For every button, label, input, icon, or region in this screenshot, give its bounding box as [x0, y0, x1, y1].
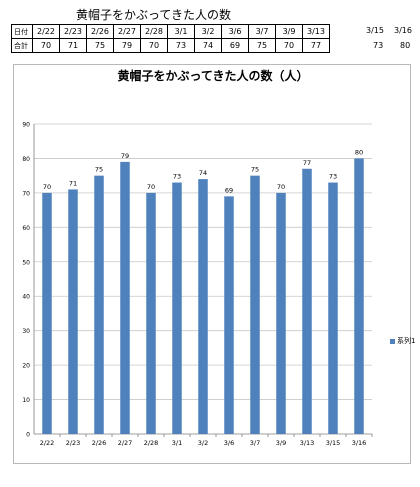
bar	[302, 168, 312, 434]
data-label: 71	[69, 179, 77, 187]
data-label: 77	[303, 159, 311, 167]
data-label: 73	[329, 173, 337, 181]
bar	[146, 192, 156, 434]
data-label: 80	[355, 148, 363, 156]
summary-table: 日付 2/22 2/23 2/26 2/27 2/28 3/1 3/2 3/6 3/7 3/9 3/…	[11, 24, 330, 53]
y-tick-label: 20	[22, 363, 30, 370]
y-tick-label: 50	[22, 259, 30, 266]
total-cell: 74	[194, 38, 222, 53]
bar	[68, 189, 78, 434]
data-label: 75	[95, 166, 103, 174]
bar	[198, 179, 208, 434]
legend-swatch	[390, 338, 395, 344]
chart-frame: 黄帽子をかぶってきた人の数（人） 0 10 20 30 40 50 60 70 80 90 70 2/…	[13, 64, 415, 464]
total-cell: 70	[32, 38, 60, 53]
y-tick-label: 40	[22, 294, 30, 301]
data-label: 70	[147, 183, 155, 191]
x-tick-label: 3/15	[326, 439, 341, 447]
bar	[42, 192, 52, 434]
x-tick-label: 2/28	[144, 439, 159, 447]
y-tick-label: 80	[22, 156, 30, 163]
date-cell: 2/22	[32, 24, 60, 39]
data-label: 69	[225, 186, 233, 194]
total-cell: 75	[86, 38, 114, 53]
x-tick-label: 2/22	[40, 439, 55, 447]
x-tick-label: 3/16	[352, 439, 367, 447]
data-label: 70	[277, 183, 285, 191]
table-row-dates: 日付 2/22 2/23 2/26 2/27 2/28 3/1 3/2 3/6 3/7 3/9 3/…	[11, 24, 330, 39]
date-cell: 3/15	[366, 26, 384, 35]
y-tick-label: 0	[26, 432, 30, 439]
x-tick-label: 3/9	[276, 439, 286, 447]
bar	[172, 182, 182, 434]
x-tick-label: 3/1	[172, 439, 182, 447]
table-row-totals: 合計 70 71 75 79 70 73 74 69 75 70 77	[11, 38, 330, 53]
row-label-dates: 日付	[11, 24, 33, 39]
total-cell: 75	[248, 38, 276, 53]
x-tick-label: 2/26	[92, 439, 107, 447]
date-cell: 2/28	[140, 24, 168, 39]
page-title: 黄帽子をかぶってきた人の数	[76, 8, 232, 22]
total-cell: 79	[113, 38, 141, 53]
bar	[354, 158, 364, 434]
row-label-totals: 合計	[11, 38, 33, 53]
data-label: 75	[251, 166, 259, 174]
total-cell: 73	[167, 38, 195, 53]
x-tick-label: 3/13	[300, 439, 315, 447]
x-tick-label: 3/6	[224, 439, 234, 447]
chart-title: 黄帽子をかぶってきた人の数（人）	[117, 69, 309, 83]
x-tick-label: 2/27	[118, 439, 133, 447]
y-tick-label: 70	[22, 190, 30, 197]
x-tick-label: 2/23	[66, 439, 81, 447]
bar	[120, 161, 130, 434]
x-tick-label: 3/7	[250, 439, 260, 447]
total-cell: 69	[221, 38, 249, 53]
x-tick-label: 3/2	[198, 439, 208, 447]
y-tick-label: 60	[22, 225, 30, 232]
total-cell: 73	[373, 41, 384, 50]
date-cell: 3/7	[248, 24, 276, 39]
total-cell: 70	[140, 38, 168, 53]
data-label: 79	[121, 152, 129, 160]
bar	[250, 175, 260, 434]
total-cell: 71	[59, 38, 87, 53]
data-label: 70	[43, 183, 51, 191]
bar	[94, 175, 104, 434]
total-cell: 70	[275, 38, 303, 53]
date-cell: 3/13	[302, 24, 330, 39]
bar	[328, 182, 338, 434]
y-tick-label: 90	[22, 122, 30, 129]
bar	[224, 196, 234, 434]
date-cell: 3/6	[221, 24, 249, 39]
y-tick-label: 10	[22, 397, 30, 404]
total-cell: 77	[302, 38, 330, 53]
date-cell: 3/2	[194, 24, 222, 39]
legend-label: 系列1	[397, 337, 416, 345]
data-label: 73	[173, 173, 181, 181]
date-cell: 2/23	[59, 24, 87, 39]
date-cell: 3/16	[394, 26, 412, 35]
bar-chart: 0 10 20 30 40 50 60 70 80 90 70 2/22 71 2/23 75 2/26 79 2…	[22, 122, 373, 447]
date-cell: 3/1	[167, 24, 195, 39]
total-cell: 80	[400, 41, 411, 50]
data-label: 74	[199, 169, 207, 177]
y-tick-label: 30	[22, 328, 30, 335]
date-cell: 3/9	[275, 24, 303, 39]
date-cell: 2/26	[86, 24, 114, 39]
date-cell: 2/27	[113, 24, 141, 39]
bar	[276, 192, 286, 434]
chart-legend: 系列1	[390, 336, 415, 346]
